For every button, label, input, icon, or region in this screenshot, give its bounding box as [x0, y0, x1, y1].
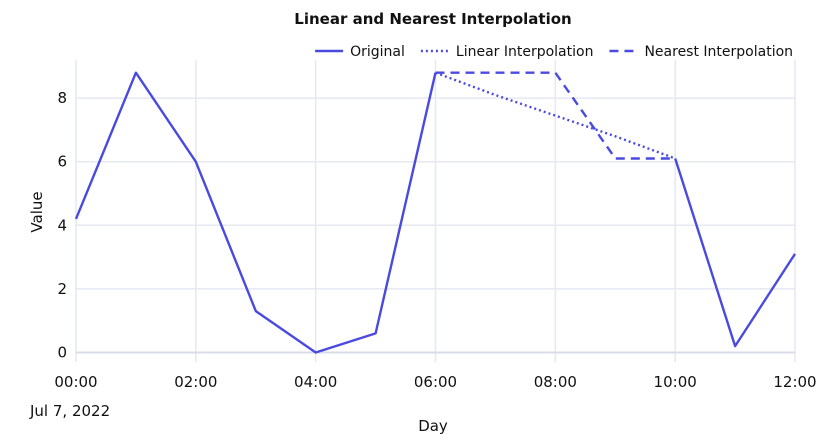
x-tick-labels: 00:00 02:00 04:00 06:00 08:00 10:00 12:00 [54, 373, 816, 391]
x-tick-label: 12:00 [773, 373, 816, 391]
y-tick-label: 4 [57, 216, 67, 234]
x-date-label: Jul 7, 2022 [29, 402, 110, 420]
series-line-nearest-interpolation [435, 71, 676, 160]
legend-label: Original [350, 44, 405, 60]
series-lines [74, 71, 797, 354]
y-tick-label: 8 [57, 89, 67, 107]
grid [75, 60, 796, 362]
x-axis-label: Day [418, 417, 448, 435]
y-tick-label: 2 [57, 280, 67, 298]
y-tick-label: 0 [57, 343, 67, 361]
x-tick-label: 04:00 [294, 373, 337, 391]
chart-title: Linear and Nearest Interpolation [294, 10, 571, 28]
x-tick-label: 08:00 [534, 373, 577, 391]
x-tick-label: 10:00 [654, 373, 697, 391]
x-tick-label: 00:00 [54, 373, 97, 391]
legend: Original Linear Interpolation Nearest Inte… [315, 44, 793, 60]
legend-label: Linear Interpolation [456, 44, 594, 60]
x-tick-label: 06:00 [414, 373, 457, 391]
y-tick-labels: 0 2 4 6 8 [57, 89, 67, 361]
y-axis-label: Value [28, 191, 46, 232]
x-tick-label: 02:00 [174, 373, 217, 391]
series-line-original [74, 71, 797, 354]
legend-label: Nearest Interpolation [644, 44, 793, 60]
y-tick-label: 6 [57, 153, 67, 171]
